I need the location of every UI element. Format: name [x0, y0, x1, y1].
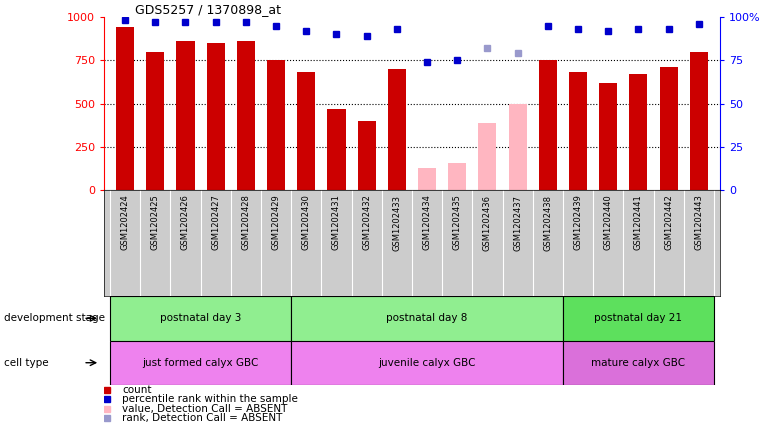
Bar [599, 83, 618, 190]
Bar [563, 296, 714, 341]
Bar [448, 162, 467, 190]
Text: just formed calyx GBC: just formed calyx GBC [142, 358, 259, 368]
Bar [629, 74, 648, 190]
Bar [418, 168, 436, 190]
Text: GSM1202432: GSM1202432 [362, 195, 371, 250]
Text: GSM1202426: GSM1202426 [181, 195, 190, 250]
Text: development stage: development stage [4, 313, 105, 323]
Bar [563, 341, 714, 385]
Text: value, Detection Call = ABSENT: value, Detection Call = ABSENT [122, 404, 288, 414]
Text: GSM1202431: GSM1202431 [332, 195, 341, 250]
Text: rank, Detection Call = ABSENT: rank, Detection Call = ABSENT [122, 413, 283, 423]
Text: GSM1202442: GSM1202442 [664, 195, 673, 250]
Bar [291, 296, 563, 341]
Text: GSM1202438: GSM1202438 [544, 195, 552, 250]
Text: juvenile calyx GBC: juvenile calyx GBC [378, 358, 476, 368]
Text: count: count [122, 385, 152, 395]
Text: GSM1202439: GSM1202439 [574, 195, 583, 250]
Text: cell type: cell type [4, 358, 49, 368]
Text: percentile rank within the sample: percentile rank within the sample [122, 394, 298, 404]
Text: GSM1202435: GSM1202435 [453, 195, 462, 250]
Bar [146, 52, 164, 190]
Text: GSM1202434: GSM1202434 [423, 195, 431, 250]
Bar [237, 41, 255, 190]
Text: GSM1202429: GSM1202429 [272, 195, 280, 250]
Text: postnatal day 3: postnatal day 3 [160, 313, 241, 323]
Text: GSM1202436: GSM1202436 [483, 195, 492, 250]
Text: postnatal day 8: postnatal day 8 [387, 313, 467, 323]
Bar [110, 341, 291, 385]
Bar [357, 121, 376, 190]
Bar [508, 104, 527, 190]
Text: GSM1202430: GSM1202430 [302, 195, 311, 250]
Bar [176, 41, 195, 190]
Text: postnatal day 21: postnatal day 21 [594, 313, 682, 323]
Bar [478, 123, 497, 190]
Bar [690, 52, 708, 190]
Bar [569, 72, 587, 190]
Bar [660, 67, 678, 190]
Bar [116, 27, 134, 190]
Bar [291, 341, 563, 385]
Text: GSM1202427: GSM1202427 [211, 195, 220, 250]
Bar [267, 60, 285, 190]
Text: GSM1202440: GSM1202440 [604, 195, 613, 250]
Text: GDS5257 / 1370898_at: GDS5257 / 1370898_at [135, 3, 281, 16]
Text: GSM1202433: GSM1202433 [393, 195, 401, 250]
Text: GSM1202437: GSM1202437 [513, 195, 522, 250]
Text: GSM1202428: GSM1202428 [241, 195, 250, 250]
Bar [297, 72, 316, 190]
Bar [539, 60, 557, 190]
Text: GSM1202425: GSM1202425 [151, 195, 160, 250]
Bar [327, 109, 346, 190]
Bar [110, 296, 291, 341]
Text: GSM1202443: GSM1202443 [695, 195, 703, 250]
Text: mature calyx GBC: mature calyx GBC [591, 358, 685, 368]
Bar [388, 69, 406, 190]
Text: GSM1202424: GSM1202424 [121, 195, 129, 250]
Bar [206, 43, 225, 190]
Text: GSM1202441: GSM1202441 [634, 195, 643, 250]
